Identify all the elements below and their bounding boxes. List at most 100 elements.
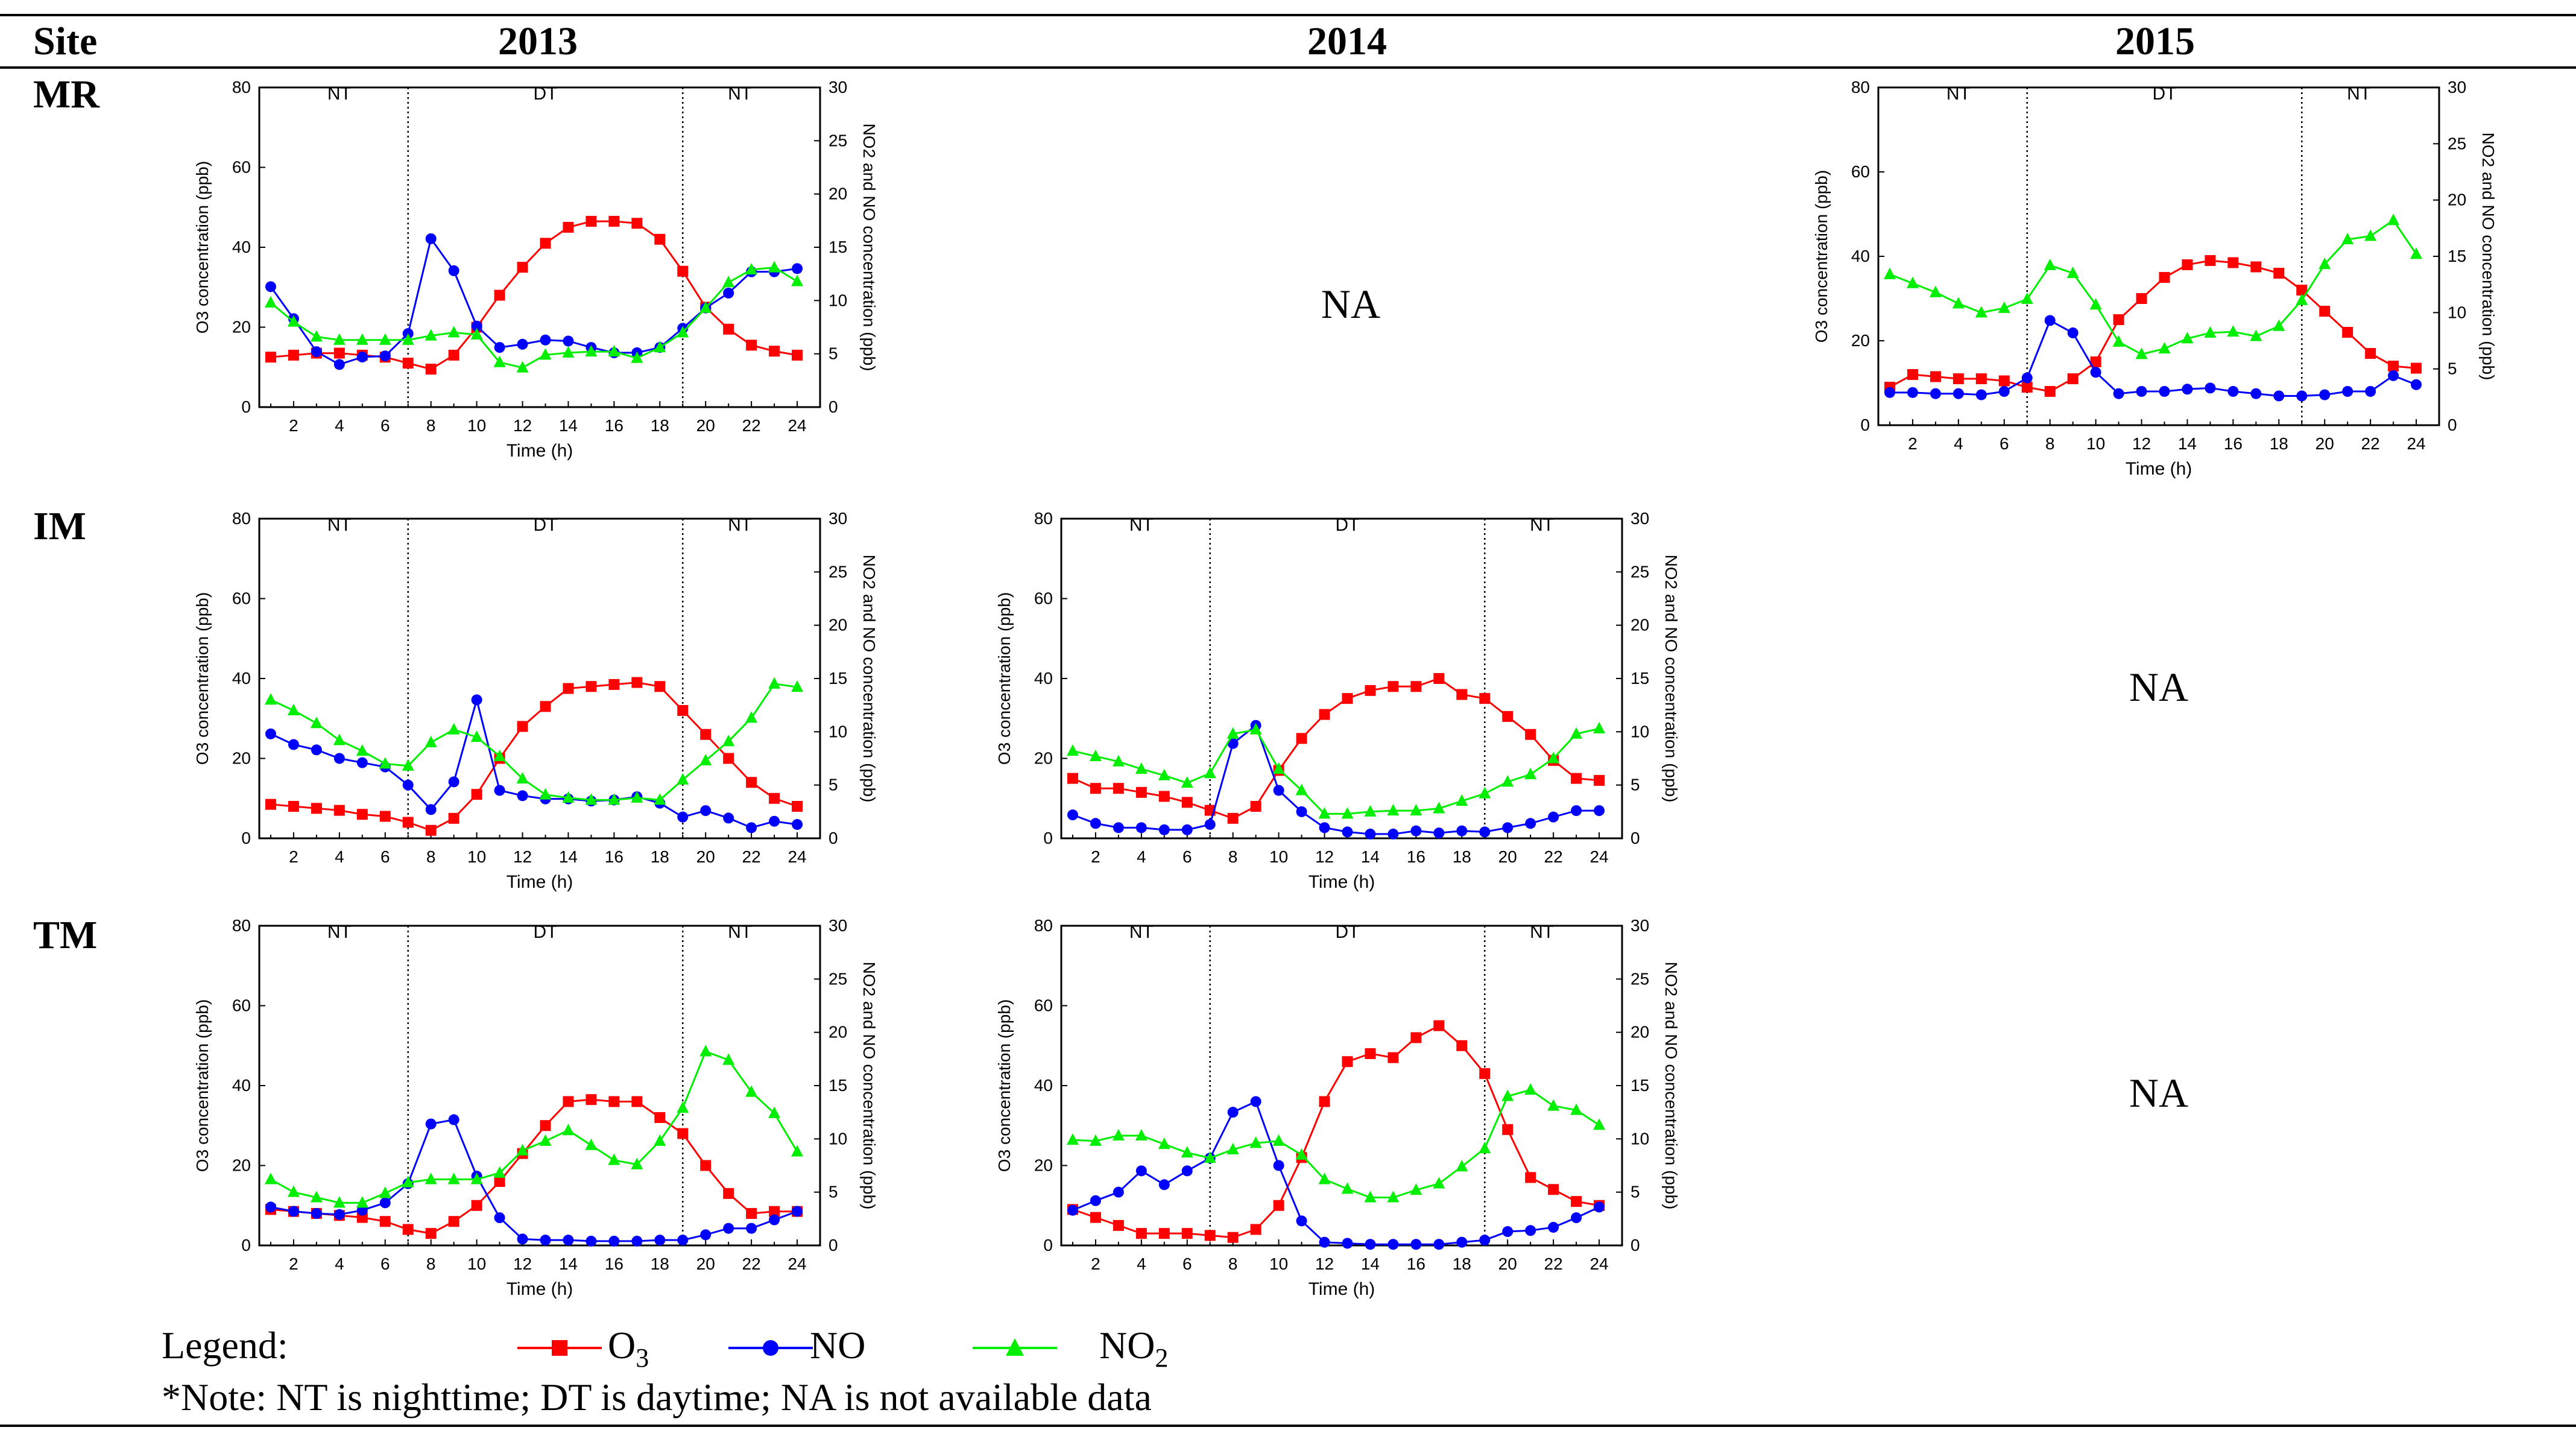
data-point-no: [563, 1235, 574, 1246]
data-point-o3: [2250, 261, 2262, 273]
y-left-tick-label: 40: [1034, 1076, 1053, 1095]
data-point-no: [265, 1201, 276, 1213]
y-right-tick-label: 20: [1631, 1023, 1649, 1042]
data-point-no: [311, 346, 322, 358]
data-point-no: [265, 728, 276, 739]
data-point-no2: [1501, 775, 1514, 787]
x-tick-label: 18: [651, 847, 669, 866]
data-point-no2: [470, 1172, 483, 1185]
y-right-tick-label: 30: [2448, 78, 2466, 96]
x-tick-label: 24: [788, 416, 806, 435]
data-point-o3: [1319, 709, 1330, 720]
y-right-tick-label: 25: [1631, 969, 1649, 988]
period-label: NT: [1129, 515, 1154, 535]
series-line-no2: [1072, 1089, 1600, 1198]
x-tick-label: 14: [559, 416, 578, 435]
x-tick-label: 2: [1908, 434, 1918, 453]
data-point-no2: [608, 1153, 620, 1165]
data-point-no2: [1272, 1134, 1285, 1146]
data-point-no: [1319, 822, 1330, 833]
data-point-no2: [631, 791, 643, 803]
data-point-no2: [1433, 802, 1445, 814]
period-label: NT: [327, 84, 352, 104]
data-point-no2: [493, 355, 506, 367]
data-point-no2: [1410, 1183, 1422, 1195]
x-tick-label: 20: [696, 416, 715, 435]
data-point-no: [1387, 828, 1399, 840]
data-point-no2: [1387, 1191, 1400, 1203]
data-point-no2: [699, 754, 712, 766]
data-point-no2: [745, 711, 758, 723]
data-point-no2: [539, 348, 552, 360]
x-tick-label: 8: [2045, 434, 2055, 453]
data-point-o3: [586, 215, 597, 227]
data-point-no: [1296, 1215, 1307, 1227]
data-point-o3: [2021, 382, 2033, 393]
period-label: DT: [533, 515, 557, 535]
data-point-o3: [563, 1096, 574, 1107]
data-point-o3: [1502, 710, 1514, 722]
data-point-no2: [654, 341, 666, 353]
data-point-o3: [2296, 285, 2308, 296]
data-point-no: [769, 1214, 780, 1226]
data-point-o3: [1158, 1228, 1170, 1239]
data-point-no: [1181, 824, 1193, 835]
data-point-no: [700, 805, 712, 817]
data-point-no2: [1204, 767, 1216, 779]
data-point-o3: [631, 677, 643, 688]
data-point-no: [1502, 1226, 1514, 1238]
data-point-no2: [2296, 293, 2308, 305]
x-tick-label: 20: [1498, 1254, 1517, 1273]
data-point-no2: [1066, 1133, 1079, 1145]
table-bottom-rule: [0, 1425, 2576, 1427]
period-label: NT: [1530, 922, 1554, 942]
data-point-o3: [1250, 801, 1261, 812]
data-point-no2: [1524, 1083, 1537, 1095]
data-point-o3: [1387, 1052, 1399, 1063]
y-right-tick-label: 30: [829, 509, 847, 528]
data-point-no2: [2089, 298, 2102, 310]
data-point-o3: [425, 364, 437, 375]
data-point-no: [2296, 390, 2308, 402]
data-point-no: [1930, 388, 1941, 399]
data-point-no2: [1249, 1136, 1262, 1148]
data-point-no2: [1929, 285, 1942, 297]
data-point-no2: [1272, 762, 1285, 774]
data-point-o3: [2136, 293, 2147, 304]
data-point-no2: [493, 1166, 506, 1178]
data-point-no2: [722, 1053, 735, 1065]
data-point-no2: [1158, 768, 1170, 780]
data-point-no2: [2364, 229, 2377, 241]
data-point-no2: [1066, 744, 1079, 756]
x-tick-label: 24: [788, 1254, 806, 1273]
series-line-o3: [1889, 259, 2417, 393]
data-point-no2: [768, 677, 781, 689]
data-point-no: [1410, 1239, 1422, 1250]
data-point-no: [448, 1114, 459, 1125]
x-tick-label: 14: [2178, 434, 2197, 453]
data-point-o3: [1135, 1228, 1147, 1239]
data-point-o3: [288, 801, 299, 812]
x-axis-title: Time (h): [507, 1279, 573, 1299]
data-point-no: [2021, 372, 2033, 384]
data-point-o3: [471, 789, 482, 800]
y-left-axis-title: O3 concentration (ppb): [1812, 170, 1831, 343]
data-point-o3: [2411, 362, 2422, 374]
data-point-o3: [425, 1228, 437, 1239]
data-point-o3: [356, 809, 368, 820]
data-point-o3: [1410, 1032, 1422, 1043]
data-point-o3: [1525, 729, 1536, 740]
y-left-tick-label: 0: [241, 829, 251, 847]
y-right-axis-title: NO2 and NO concentration (ppb): [860, 962, 879, 1210]
y-left-tick-label: 0: [241, 397, 251, 416]
y-left-axis-title: O3 concentration (ppb): [995, 592, 1014, 765]
y-right-tick-label: 5: [1631, 776, 1640, 794]
data-point-no2: [677, 326, 689, 338]
x-tick-label: 4: [335, 1254, 344, 1273]
data-point-no2: [2387, 214, 2400, 226]
data-point-o3: [1181, 1228, 1193, 1239]
y-right-tick-label: 25: [829, 969, 847, 988]
x-tick-label: 4: [1137, 847, 1146, 866]
x-tick-label: 12: [513, 416, 532, 435]
data-point-o3: [1953, 373, 1964, 384]
